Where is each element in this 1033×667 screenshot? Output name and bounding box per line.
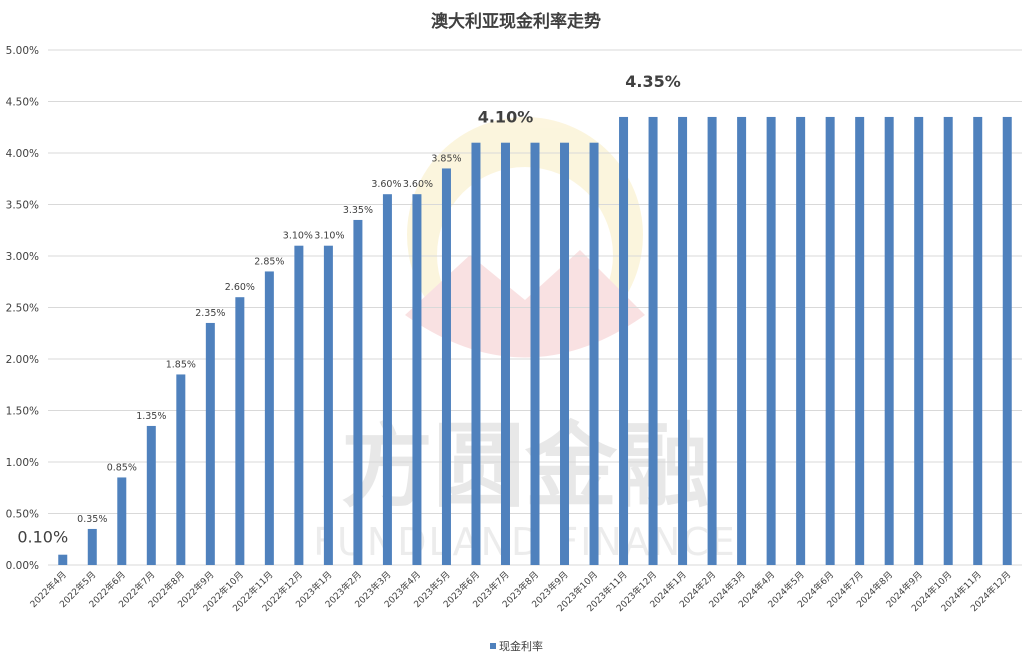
- bar: [707, 116, 717, 565]
- bar: [471, 142, 481, 565]
- y-tick-label: 5.00%: [6, 45, 39, 57]
- data-label: 0.85%: [107, 462, 137, 473]
- watermark-text-cn: 方圆金融: [341, 413, 709, 520]
- bar: [648, 116, 658, 565]
- data-label: 2.85%: [254, 256, 284, 267]
- bar: [353, 219, 363, 565]
- bar: [737, 116, 747, 565]
- bar: [884, 116, 894, 565]
- data-label: 2.35%: [195, 308, 225, 319]
- bar: [176, 374, 186, 565]
- y-tick-label: 3.00%: [6, 251, 39, 263]
- data-label: 0.10%: [17, 528, 68, 547]
- bar: [146, 425, 156, 565]
- data-label: 1.35%: [136, 411, 166, 422]
- data-label: 2.60%: [225, 282, 255, 293]
- bar: [294, 245, 304, 565]
- bar: [117, 477, 127, 565]
- bar: [58, 554, 68, 565]
- bar: [530, 142, 540, 565]
- y-axis-ticks: 0.00% 0.50% 1.00% 1.50% 2.00% 2.50% 3.00% 3.50%…: [6, 45, 39, 572]
- bar: [855, 116, 865, 565]
- watermark-text-en: FUNDLAND FINANCE: [313, 520, 737, 564]
- legend-label: 现金利率: [499, 639, 543, 653]
- y-tick-label: 3.50%: [6, 200, 39, 212]
- data-label: 3.35%: [343, 205, 373, 216]
- bar: [412, 194, 422, 565]
- data-label: 4.35%: [625, 72, 681, 91]
- bar: [235, 297, 245, 565]
- y-tick-label: 1.50%: [6, 406, 39, 418]
- bar: [264, 271, 274, 565]
- data-label: 0.35%: [77, 514, 107, 525]
- bar: [766, 116, 776, 565]
- y-tick-label: 0.50%: [6, 509, 39, 521]
- data-label: 3.10%: [314, 231, 344, 242]
- legend-swatch: [490, 643, 496, 649]
- data-label: 4.10%: [478, 108, 534, 127]
- bar: [323, 245, 333, 565]
- bar: [619, 116, 629, 565]
- bar: [560, 142, 570, 565]
- data-label: 3.60%: [371, 179, 401, 190]
- bar: [914, 116, 924, 565]
- y-tick-label: 2.00%: [6, 354, 39, 366]
- bar: [1002, 116, 1012, 565]
- bar: [825, 116, 835, 565]
- data-labels: 0.10% 0.35% 0.85% 1.35% 1.85% 2.35% 2.60% 2.85%…: [17, 72, 680, 547]
- y-tick-label: 0.00%: [6, 560, 39, 572]
- y-tick-label: 2.50%: [6, 303, 39, 315]
- data-label: 3.60%: [403, 179, 433, 190]
- data-label: 3.85%: [431, 153, 461, 164]
- bar: [943, 116, 953, 565]
- bars: [58, 116, 1012, 565]
- bar: [589, 142, 599, 565]
- bar: [382, 194, 392, 565]
- y-tick-label: 4.00%: [6, 148, 39, 160]
- bar: [973, 116, 983, 565]
- y-tick-label: 1.00%: [6, 457, 39, 469]
- bar: [796, 116, 806, 565]
- bar: [441, 168, 451, 565]
- data-label: 3.10%: [283, 231, 313, 242]
- data-label: 1.85%: [166, 359, 196, 370]
- bar: [87, 528, 97, 565]
- y-tick-label: 4.50%: [6, 97, 39, 109]
- bar: [500, 142, 510, 565]
- bar: [678, 116, 688, 565]
- bar: [205, 322, 215, 565]
- chart-title: 澳大利亚现金利率走势: [431, 11, 601, 32]
- x-axis-ticks: 2022年4月2022年5月2022年6月2022年7月2022年8月2022年…: [27, 569, 1013, 615]
- legend: 现金利率: [490, 639, 543, 653]
